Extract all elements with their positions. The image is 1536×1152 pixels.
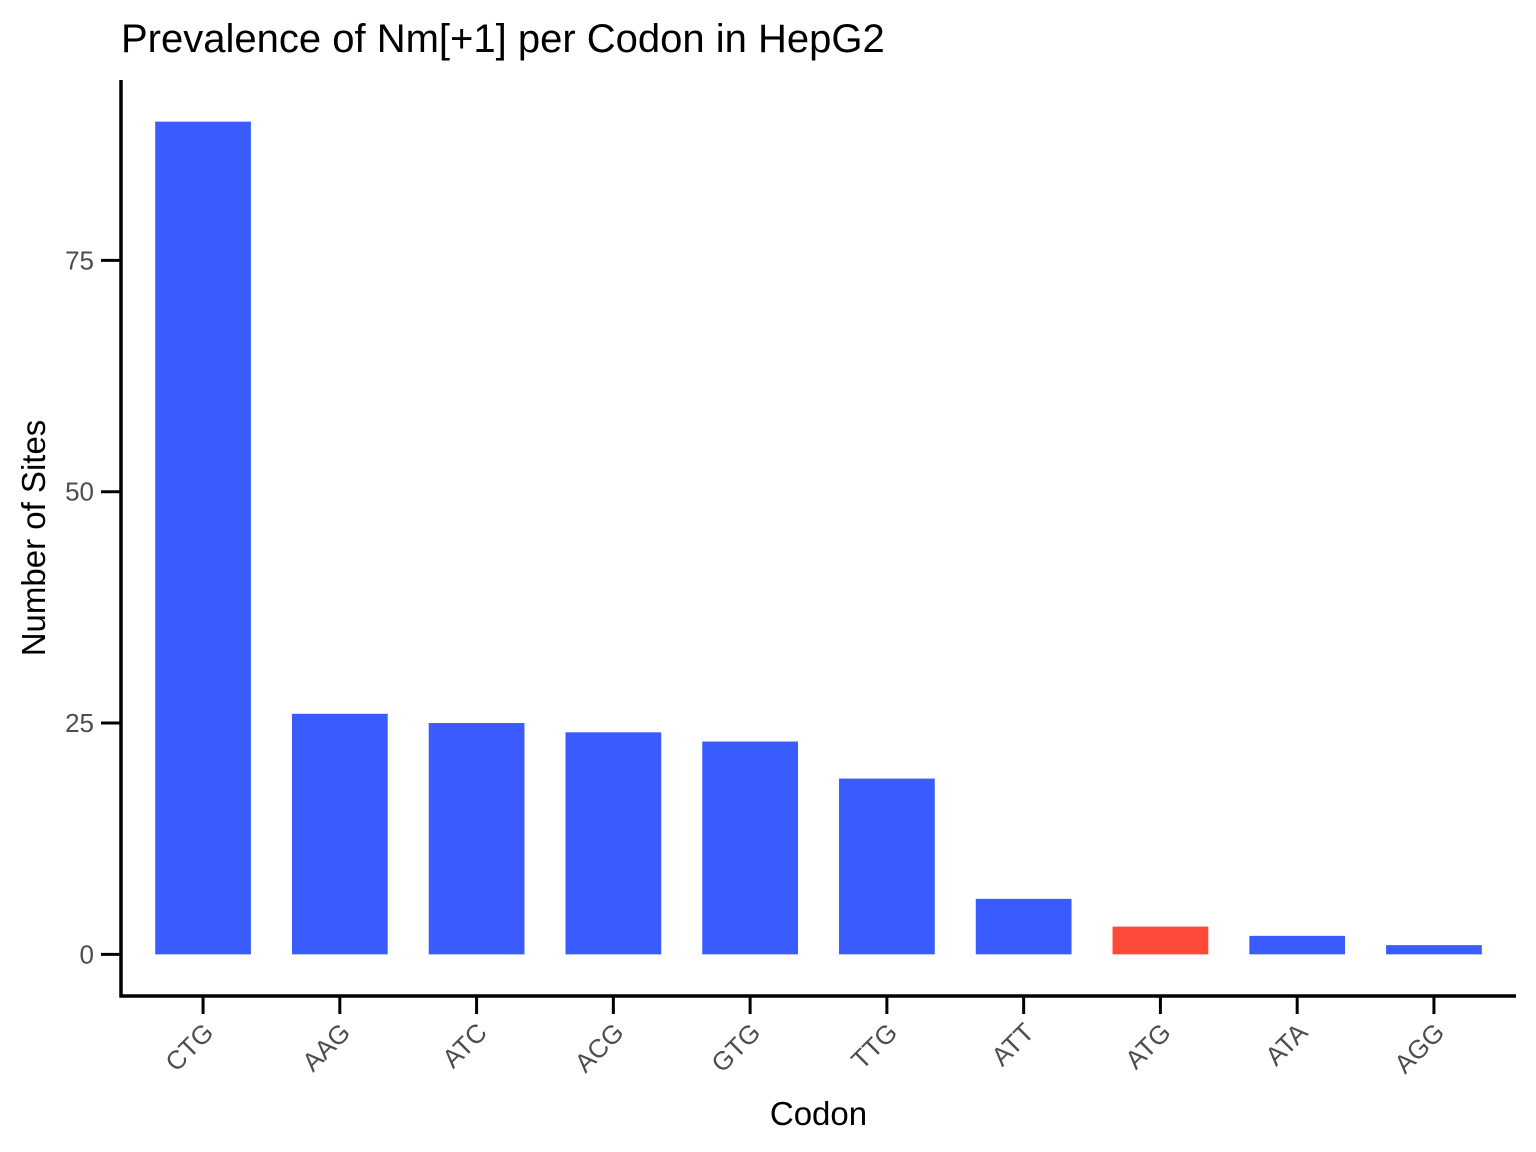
x-tick-label-acg: ACG <box>569 1017 630 1078</box>
bar-att <box>975 898 1072 955</box>
y-tick-label: 50 <box>65 477 94 507</box>
x-tick-label-aag: AAG <box>296 1017 356 1077</box>
chart-title: Prevalence of Nm[+1] per Codon in HepG2 <box>121 17 885 61</box>
x-tick-label-ttg: TTG <box>845 1017 903 1075</box>
x-axis-title: Codon <box>770 1095 867 1132</box>
bar-atc <box>428 723 525 955</box>
x-tick-label-att: ATT <box>985 1017 1040 1072</box>
y-axis-title: Number of Sites <box>15 420 52 657</box>
bar-agg <box>1386 945 1482 955</box>
x-tick-label-gtg: GTG <box>705 1017 766 1078</box>
x-axis-ticks: CTG AAG ATC ACG GTG TTG ATT ATG ATA AGG <box>159 996 1450 1079</box>
bar-atg <box>1112 926 1209 955</box>
y-tick-label: 75 <box>65 245 94 275</box>
y-axis-ticks: 0 25 50 75 <box>65 245 121 969</box>
y-tick-label: 25 <box>65 708 94 738</box>
y-tick-label: 0 <box>80 939 94 969</box>
bar-ata <box>1249 935 1346 955</box>
bar-ttg <box>839 778 935 955</box>
bar-ctg <box>155 121 251 955</box>
x-tick-label-agg: AGG <box>1388 1017 1450 1079</box>
x-tick-label-atg: ATG <box>1119 1017 1177 1075</box>
bar-aag <box>291 713 388 955</box>
bar-acg <box>565 732 662 955</box>
x-tick-label-atc: ATC <box>436 1017 493 1074</box>
x-tick-label-ctg: CTG <box>159 1017 219 1077</box>
bars-group <box>155 121 1482 955</box>
x-tick-label-ata: ATA <box>1259 1017 1314 1072</box>
bar-gtg <box>702 741 798 955</box>
